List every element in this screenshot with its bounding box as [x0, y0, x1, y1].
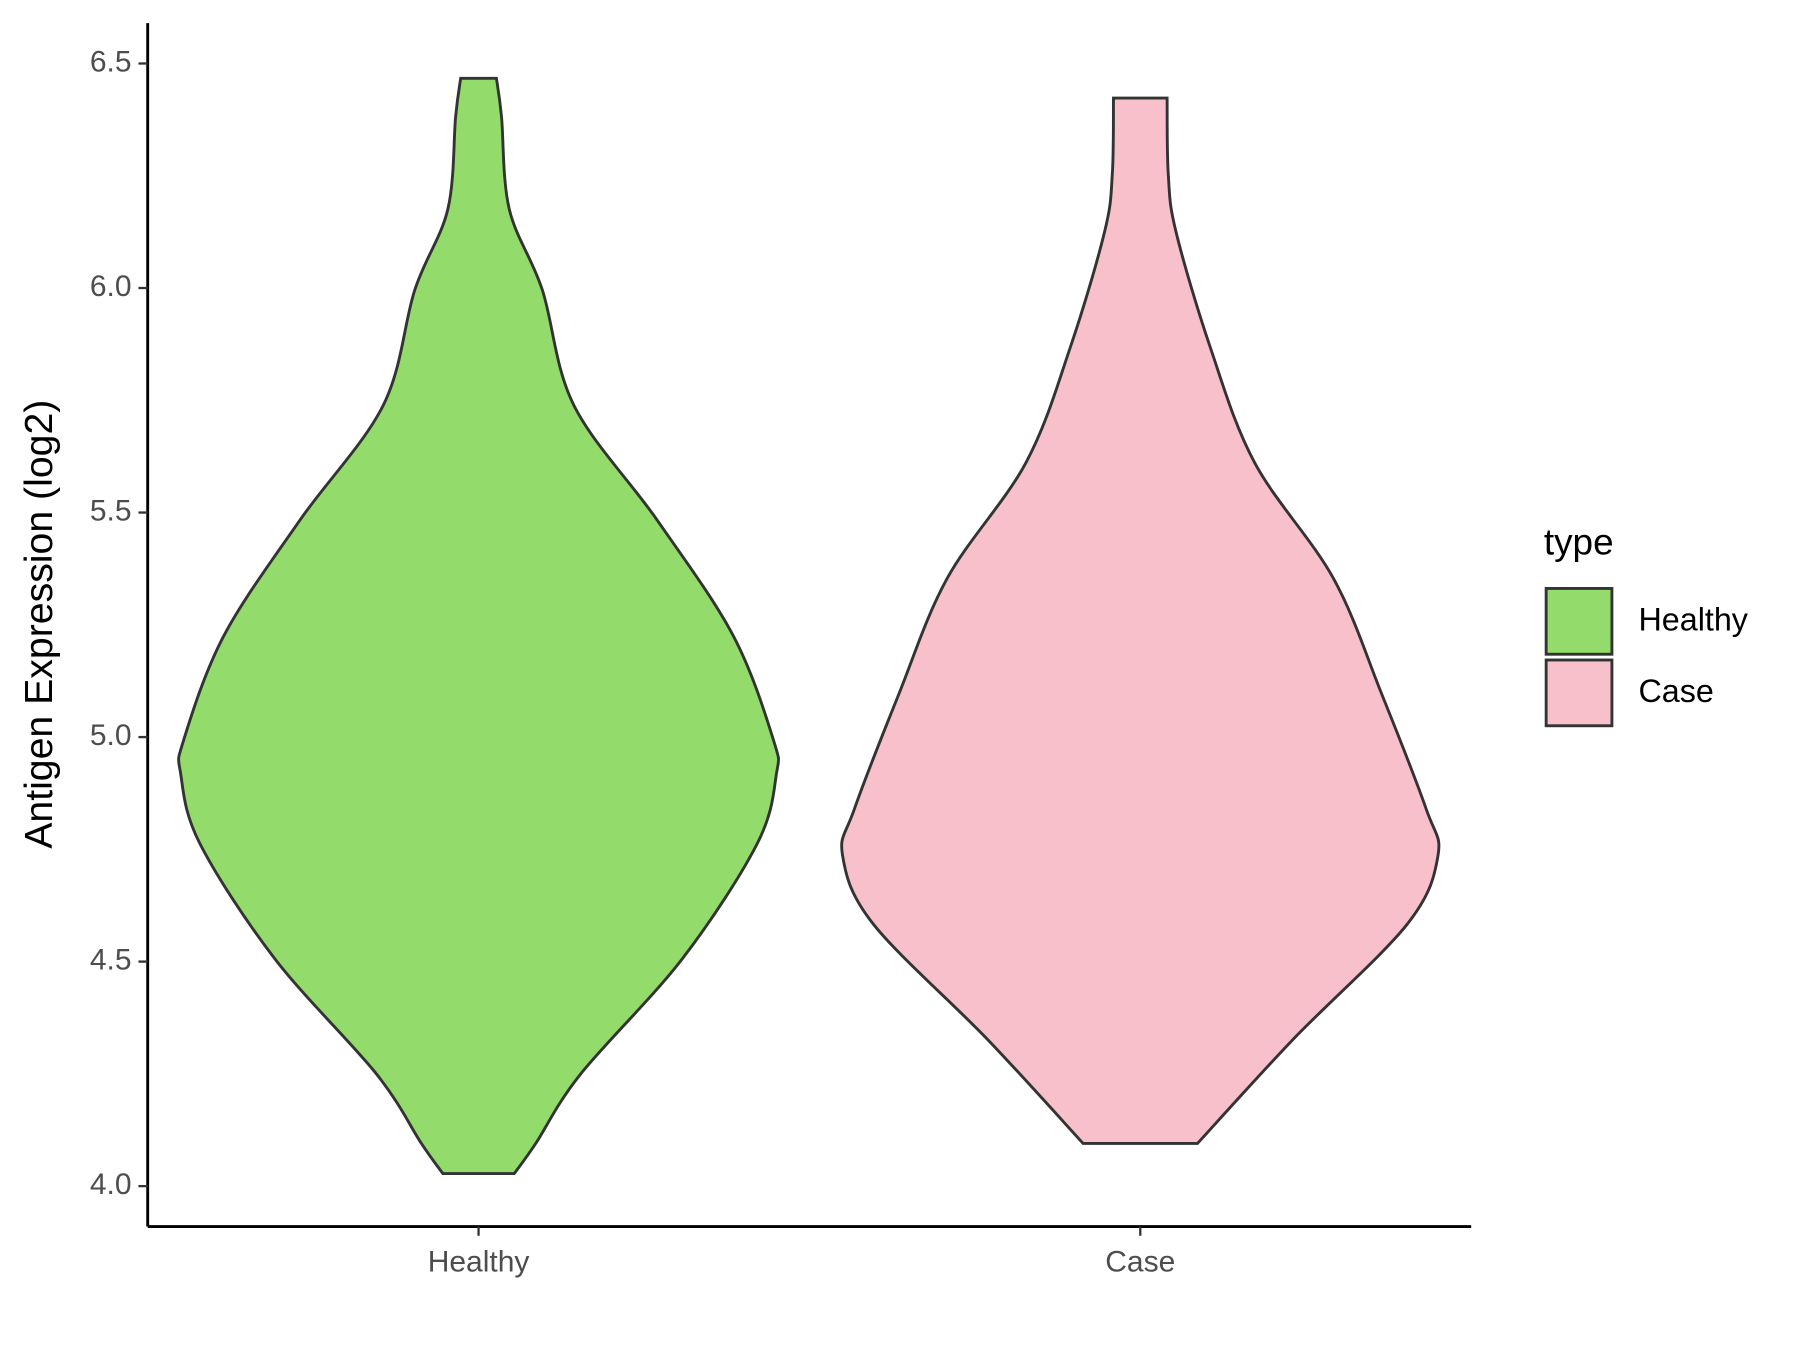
legend-title: type — [1544, 521, 1614, 562]
legend-label: Healthy — [1638, 601, 1748, 637]
y-axis-title: Antigen Expression (log2) — [17, 400, 61, 849]
legend-swatch — [1544, 658, 1614, 728]
y-tick-label: 6.5 — [90, 45, 132, 78]
y-tick-label: 5.5 — [90, 494, 132, 527]
legend-swatch — [1544, 587, 1614, 656]
violin — [840, 96, 1441, 1145]
y-tick-label: 5.0 — [90, 719, 132, 752]
x-tick-label: Case — [1105, 1245, 1175, 1278]
legend-label: Case — [1638, 673, 1713, 709]
y-tick-label: 4.0 — [90, 1168, 132, 1201]
y-tick-label: 6.0 — [90, 270, 132, 303]
violin — [177, 76, 780, 1175]
x-tick-label: Healthy — [428, 1245, 530, 1278]
y-tick-label: 4.5 — [90, 944, 132, 977]
